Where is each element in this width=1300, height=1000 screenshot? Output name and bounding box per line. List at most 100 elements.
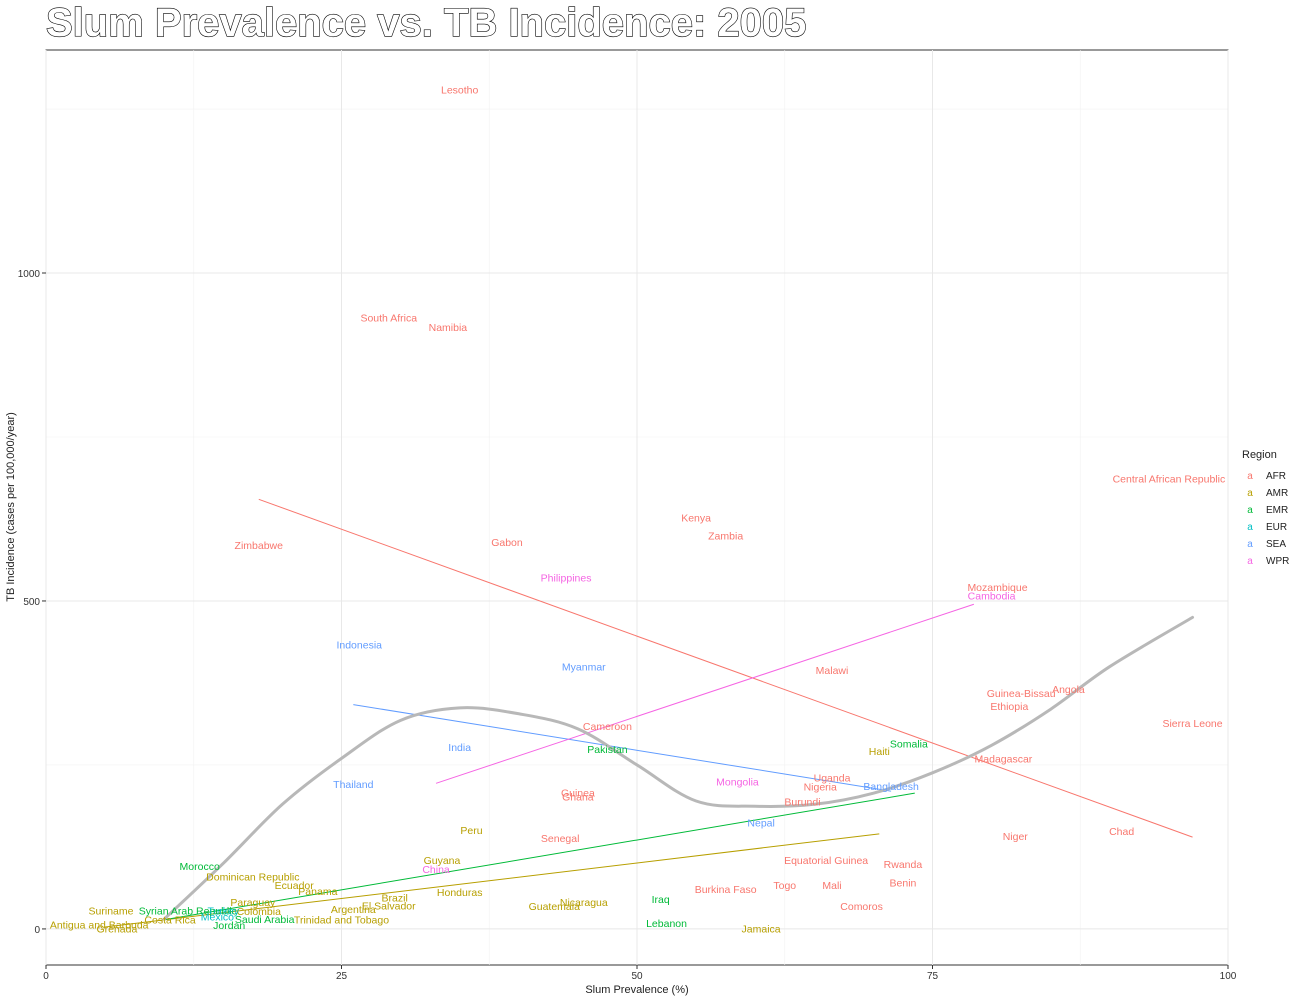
point-label-mozambique: Mozambique <box>967 582 1027 594</box>
y-tick-label: 500 <box>23 597 40 608</box>
point-label-somalia: Somalia <box>890 738 928 750</box>
point-label-india: India <box>448 742 471 754</box>
legend-key-amr: a <box>1247 488 1253 499</box>
point-label-ecuador: Ecuador <box>275 880 315 892</box>
point-label-dominican-republic: Dominican Republic <box>206 871 299 883</box>
y-tick-label: 0 <box>34 925 40 936</box>
point-label-sierra-leone: Sierra Leone <box>1162 718 1222 730</box>
x-tick-label: 100 <box>1220 971 1237 982</box>
point-label-philippines: Philippines <box>541 572 592 584</box>
point-label-rwanda: Rwanda <box>884 859 923 871</box>
point-label-antigua-and-barbuda: Antigua and Barbuda <box>50 919 149 931</box>
point-label-burundi: Burundi <box>784 797 820 809</box>
point-label-niger: Niger <box>1003 831 1029 843</box>
point-label-benin: Benin <box>890 877 917 889</box>
point-label-angola: Angola <box>1052 684 1085 696</box>
trend-line-wpr <box>435 603 975 784</box>
point-label-guinea-bissau: Guinea-Bissau <box>987 688 1056 700</box>
point-label-comoros: Comoros <box>840 901 883 913</box>
legend-label-eur: EUR <box>1266 522 1287 533</box>
point-label-zambia: Zambia <box>708 530 743 542</box>
point-label-gabon: Gabon <box>491 537 523 549</box>
y-tick-label: 1000 <box>18 269 41 280</box>
point-label-iraq: Iraq <box>652 894 670 906</box>
point-label-indonesia: Indonesia <box>336 639 382 651</box>
point-label-brazil: Brazil <box>382 892 408 904</box>
trend-line-amr <box>105 833 880 928</box>
x-axis-title: Slum Prevalence (%) <box>585 984 688 996</box>
point-label-argentina: Argentina <box>331 904 376 916</box>
point-label-guyana: Guyana <box>424 855 461 867</box>
point-label-togo: Togo <box>773 880 796 892</box>
point-label-peru: Peru <box>460 825 482 837</box>
legend-key-emr: a <box>1247 505 1253 516</box>
smooth-curve <box>162 615 1195 921</box>
point-label-mongolia: Mongolia <box>716 776 759 788</box>
point-label-chad: Chad <box>1109 826 1134 838</box>
point-label-central-african-republic: Central African Republic <box>1113 473 1226 485</box>
point-label-ethiopia: Ethiopia <box>990 701 1028 713</box>
point-label-mali: Mali <box>822 880 841 892</box>
point-label-suriname: Suriname <box>89 906 134 918</box>
x-tick-label: 50 <box>631 971 643 982</box>
x-tick-label: 75 <box>927 971 939 982</box>
point-label-malawi: Malawi <box>816 665 849 677</box>
point-label-myanmar: Myanmar <box>562 662 606 674</box>
point-label-pakistan: Pakistan <box>587 744 627 756</box>
point-label-jordan: Jordan <box>213 920 245 932</box>
point-label-equatorial-guinea: Equatorial Guinea <box>784 855 868 867</box>
legend-label-emr: EMR <box>1266 505 1288 516</box>
point-label-madagascar: Madagascar <box>975 753 1033 765</box>
legend-label-wpr: WPR <box>1266 556 1289 567</box>
point-label-jamaica: Jamaica <box>742 923 781 935</box>
point-label-nicaragua: Nicaragua <box>560 897 608 909</box>
legend-key-sea: a <box>1247 539 1253 550</box>
point-label-saudi-arabia: Saudi Arabia <box>235 914 295 926</box>
grid-lines <box>45 50 1229 965</box>
point-label-colombia: Colombia <box>237 906 282 918</box>
point-label-bangladesh: Bangladesh <box>863 781 919 793</box>
legend-key-wpr: a <box>1247 556 1253 567</box>
point-label-haiti: Haiti <box>869 746 890 758</box>
legend: Region a AFR a AMR a EMR a EUR a SEA a WPR <box>1242 449 1289 567</box>
trend-line-sea <box>353 704 892 792</box>
point-label-cambodia: Cambodia <box>968 591 1016 603</box>
x-tick-label: 0 <box>43 971 49 982</box>
loess-curve <box>162 615 1195 921</box>
point-label-south-africa: South Africa <box>360 313 417 325</box>
point-labels: Lesotho South Africa Namibia Central Africa… <box>50 84 1225 935</box>
point-label-senegal: Senegal <box>541 833 580 845</box>
legend-title: Region <box>1242 449 1277 461</box>
point-label-ghana: Ghana <box>562 791 594 803</box>
point-label-panama: Panama <box>298 886 337 898</box>
legend-label-afr: AFR <box>1266 471 1286 482</box>
point-label-honduras: Honduras <box>437 887 483 899</box>
chart-title: Slum Prevalence vs. TB Incidence: 2005 <box>46 1 806 45</box>
point-label-trinidad-and-tobago: Trinidad and Tobago <box>294 915 389 927</box>
y-axis-title: TB Incidence (cases per 100,000/year) <box>5 412 17 602</box>
point-label-kenya: Kenya <box>681 513 711 525</box>
legend-label-amr: AMR <box>1266 488 1288 499</box>
point-label-turkey: Turkey <box>207 906 239 918</box>
point-label-el-salvador: El Salvador <box>362 900 416 912</box>
point-label-nepal: Nepal <box>747 818 774 830</box>
point-label-thailand: Thailand <box>333 779 373 791</box>
point-label-costa-rica: Costa Rica <box>144 915 196 927</box>
legend-key-afr: a <box>1247 471 1253 482</box>
point-label-grenada: Grenada <box>96 923 137 935</box>
point-label-burkina-faso: Burkina Faso <box>695 884 757 896</box>
x-tick-label: 25 <box>336 971 348 982</box>
point-label-mexico: Mexico <box>201 911 234 923</box>
legend-key-eur: a <box>1247 522 1253 533</box>
point-label-lebanon: Lebanon <box>646 918 687 930</box>
point-label-morocco: Morocco <box>180 861 220 873</box>
point-label-zimbabwe: Zimbabwe <box>235 540 284 552</box>
point-label-paraguay: Paraguay <box>230 897 276 909</box>
trend-lines <box>105 498 1193 928</box>
trend-line-afr <box>258 498 1193 838</box>
point-label-cameroon: Cameroon <box>583 721 632 733</box>
legend-label-sea: SEA <box>1266 539 1286 550</box>
